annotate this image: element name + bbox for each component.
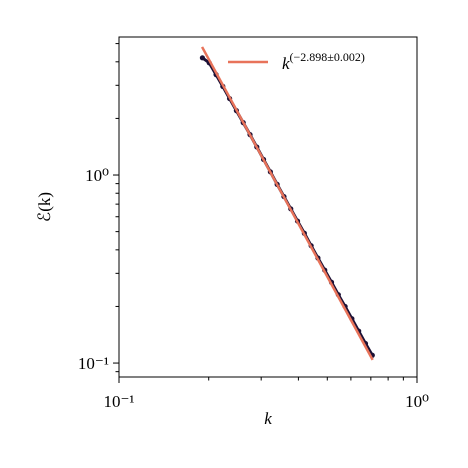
fit-line [200, 46, 374, 361]
y-axis-label: ℰ(k) [35, 192, 54, 222]
plot-frame [118, 36, 418, 378]
y-tick-label: 10⁻¹ [78, 354, 109, 373]
data-point [199, 55, 206, 61]
x-tick-label: 10⁻¹ [103, 392, 134, 411]
legend-base: k [282, 54, 290, 73]
legend-label: k(−2.898±0.002) [282, 50, 365, 73]
legend-exponent: (−2.898±0.002) [290, 50, 365, 64]
y-tick-label: 10⁰ [85, 166, 109, 185]
x-tick-label: 10⁰ [405, 392, 429, 411]
x-axis-label: k [264, 409, 272, 428]
